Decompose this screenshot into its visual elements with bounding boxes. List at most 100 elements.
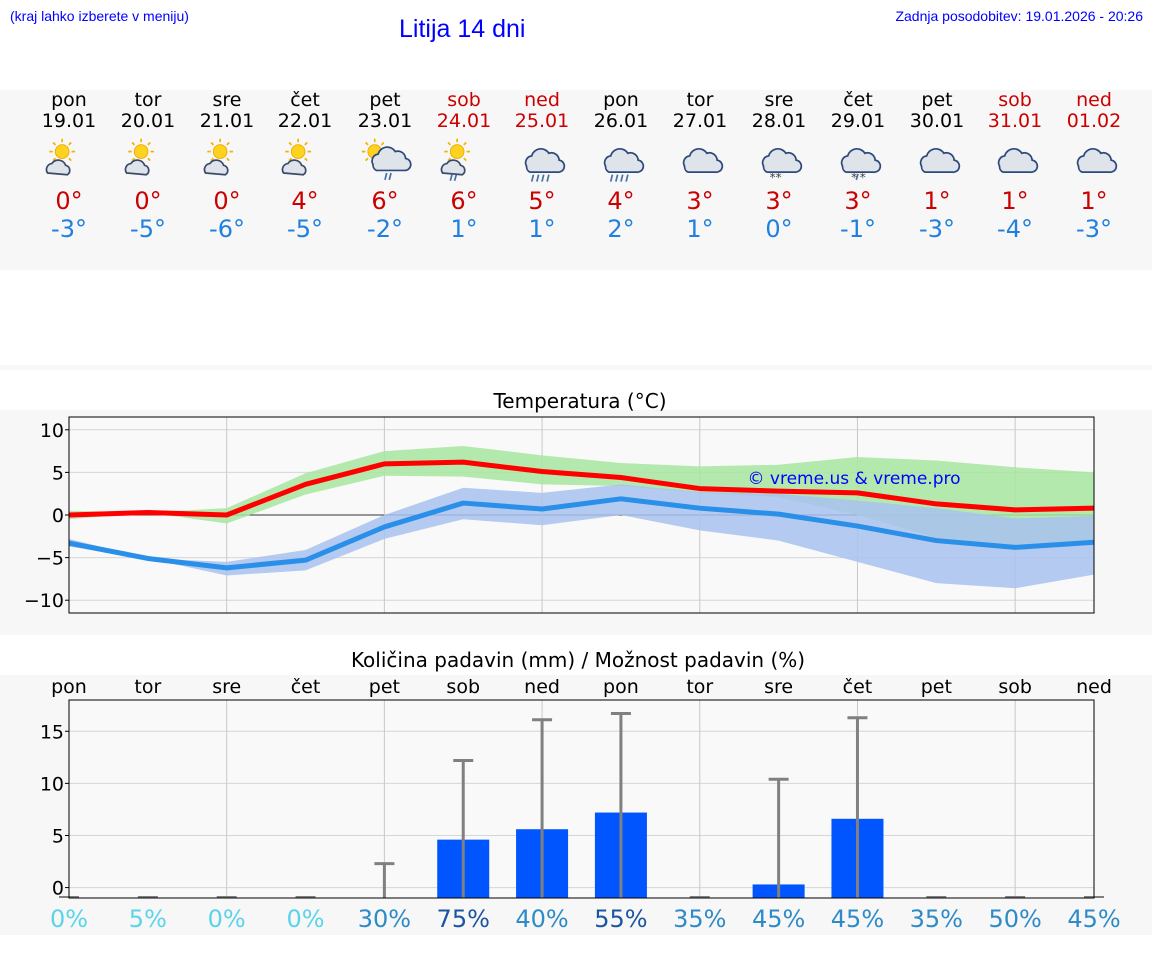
day-column: pet 30.01 1° -3° <box>897 90 977 243</box>
temp-max: 4° <box>607 187 635 215</box>
precipitation-probability: 50% <box>988 905 1041 933</box>
day-date: 27.01 <box>672 110 728 132</box>
day-column: pon 19.01 0° -3° <box>29 90 109 243</box>
temp-min: 1° <box>686 215 714 243</box>
precipitation-day-label: sre <box>764 676 793 698</box>
svg-text:*: * <box>851 171 857 185</box>
temperature-line-max <box>68 459 1095 518</box>
precipitation-plot-frame <box>68 699 1095 899</box>
day-column: ned 01.02 1° -3° <box>1054 90 1134 243</box>
day-date: 20.01 <box>120 110 176 132</box>
temp-max: 3° <box>844 187 872 215</box>
day-name: pon <box>51 89 87 111</box>
day-column: pet 23.01 6° -2° <box>345 90 425 243</box>
precipitation-probability: 30% <box>358 905 411 933</box>
precipitation-day-label: čet <box>291 676 321 698</box>
temperature-tick-label: −10 <box>24 590 64 612</box>
temp-min: -3° <box>1076 215 1112 243</box>
precipitation-day-label: ned <box>524 676 560 698</box>
day-column: tor 20.01 0° -5° <box>108 90 188 243</box>
day-name: sob <box>447 89 481 111</box>
day-date: 24.01 <box>436 110 492 132</box>
day-column: sob 31.01 1° -4° <box>975 90 1055 243</box>
precipitation-day-label: sre <box>212 676 241 698</box>
day-name: ned <box>1076 89 1112 111</box>
day-name: pet <box>921 89 953 111</box>
cloud-icon <box>997 147 1039 174</box>
partly-cloudy-icon <box>124 138 154 176</box>
precipitation-tick-label: 5 <box>52 825 64 847</box>
snow-cloud-icon: ** <box>761 147 803 185</box>
temp-max: 1° <box>1001 187 1029 215</box>
rain-cloud-icon <box>524 147 566 182</box>
sun-cloud-rain-icon <box>361 138 412 181</box>
temp-max: 3° <box>765 187 793 215</box>
temperature-chart-title: Temperatura (°C) <box>492 389 666 413</box>
temp-min: -5° <box>130 215 166 243</box>
cloud-icon <box>1076 147 1118 174</box>
temperature-line-min <box>68 496 1095 571</box>
day-date: 23.01 <box>357 110 413 132</box>
day-column: ned 25.01 5° 1° <box>502 90 582 243</box>
temp-min: 1° <box>450 215 478 243</box>
day-name: tor <box>134 89 162 111</box>
day-column: čet 29.01 * * 3° -1° <box>818 90 898 243</box>
temperature-tick-label: 5 <box>52 462 64 484</box>
day-date: 30.01 <box>909 110 965 132</box>
precipitation-day-label: tor <box>134 676 161 698</box>
temperature-chart: Temperatura (°C) −10 −5 0 5 10 © vreme.us & v… <box>0 389 1152 635</box>
temperature-tick-label: −5 <box>36 548 64 570</box>
sleet-cloud-icon: * * <box>840 147 882 185</box>
precipitation-day-label: pon <box>51 676 87 698</box>
day-name: ned <box>524 89 560 111</box>
precipitation-tick-label: 15 <box>40 721 64 743</box>
precipitation-chart-title: Količina padavin (mm) / Možnost padavin … <box>351 648 805 672</box>
precipitation-probability: 35% <box>910 905 963 933</box>
partly-cloudy-icon <box>203 138 233 176</box>
day-column: sob 24.01 6° 1° <box>424 90 504 243</box>
temp-min: -5° <box>287 215 323 243</box>
forecast-strip <box>0 90 1152 270</box>
day-name: pon <box>603 89 639 111</box>
precipitation-probability: 0% <box>208 905 246 933</box>
day-date: 29.01 <box>830 110 886 132</box>
day-column: sre 21.01 0° -6° <box>187 90 267 243</box>
partly-cloudy-icon <box>281 138 311 176</box>
precipitation-probability: 40% <box>515 905 568 933</box>
cloud-icon <box>682 147 724 174</box>
svg-text:*: * <box>860 171 866 185</box>
precipitation-day-label: pon <box>603 676 639 698</box>
precipitation-chart: Količina padavin (mm) / Možnost padavin … <box>0 648 1152 935</box>
day-name: sre <box>764 89 794 111</box>
day-name: tor <box>686 89 714 111</box>
day-column: pon 26.01 4° 2° <box>581 90 661 243</box>
location-hint: (kraj lahko izberete v meniju) <box>10 8 189 24</box>
temp-max: 5° <box>528 187 556 215</box>
day-date: 01.02 <box>1066 110 1122 132</box>
temp-min: -2° <box>367 215 403 243</box>
day-name: čet <box>843 89 873 111</box>
day-date: 19.01 <box>41 110 97 132</box>
temperature-band-min <box>69 484 1094 589</box>
svg-text:**: ** <box>770 171 782 185</box>
temp-max: 4° <box>291 187 319 215</box>
day-column: čet 22.01 4° -5° <box>265 90 345 243</box>
precipitation-plot-area <box>69 700 1094 898</box>
temp-min: -3° <box>51 215 87 243</box>
temp-min: -6° <box>209 215 245 243</box>
precipitation-probability: 45% <box>1067 905 1120 933</box>
precipitation-probability: 45% <box>831 905 884 933</box>
temperature-tick-label: 10 <box>40 420 64 442</box>
day-date: 26.01 <box>593 110 649 132</box>
temp-max: 3° <box>686 187 714 215</box>
precipitation-tick-label: 10 <box>40 773 64 795</box>
sun-cloud-light-rain-icon <box>440 138 470 181</box>
precipitation-tick-label: 0 <box>52 878 64 900</box>
day-date: 22.01 <box>277 110 333 132</box>
precipitation-probability: 75% <box>437 905 490 933</box>
temp-max: 6° <box>371 187 399 215</box>
last-updated: Zadnja posodobitev: 19.01.2026 - 20:26 <box>895 8 1143 24</box>
precipitation-day-label: sob <box>446 676 480 698</box>
precipitation-probability: 5% <box>129 905 167 933</box>
temp-max: 6° <box>450 187 478 215</box>
